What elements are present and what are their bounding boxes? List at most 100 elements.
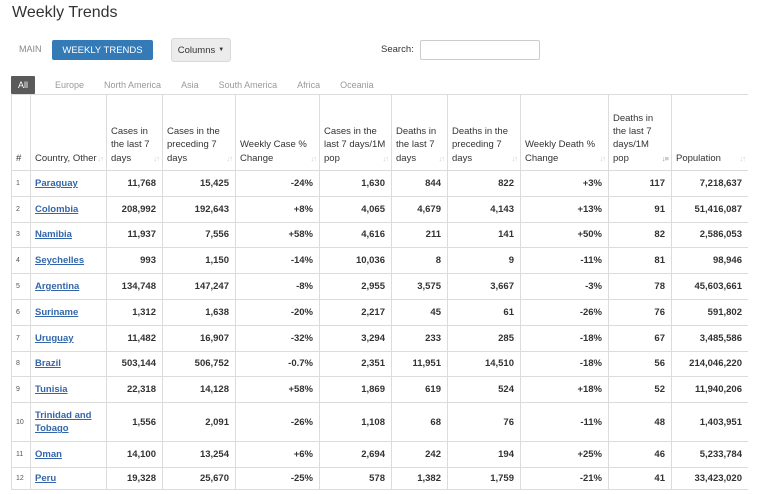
cell-cases-prev-7d: 25,670 (162, 466, 236, 490)
cell-deaths-prev-7d: 3,667 (447, 273, 521, 300)
cell-deaths-7d-per-1m: 46 (608, 441, 672, 468)
cell-country: Paraguay (30, 170, 107, 197)
cell-cases-7d: 993 (106, 247, 163, 275)
country-link[interactable]: Paraguay (35, 177, 78, 189)
cell-deaths-7d: 844 (391, 170, 448, 197)
cell-population: 11,940,206 (671, 376, 748, 404)
cell-weekly-case-change: -20% (235, 298, 320, 326)
cell-rank: 10 (11, 402, 31, 443)
cell-weekly-case-change: -32% (235, 324, 320, 352)
columns-label: Columns (177, 44, 216, 56)
country-link[interactable]: Tunisia (35, 384, 68, 396)
cell-weekly-case-change: -24% (235, 170, 320, 197)
cell-weekly-case-change: -0.7% (235, 350, 320, 378)
search-input[interactable] (420, 40, 540, 60)
cell-cases-7d-per-1m: 1,630 (319, 170, 392, 197)
cell-weekly-case-change: +58% (235, 221, 320, 249)
cell-cases-prev-7d: 14,128 (162, 376, 236, 404)
cell-cases-7d-per-1m: 1,869 (319, 376, 392, 404)
cell-deaths-7d-per-1m: 41 (608, 466, 672, 490)
cell-deaths-7d: 233 (391, 324, 448, 352)
country-link[interactable]: Seychelles (35, 255, 85, 267)
country-link[interactable]: Colombia (35, 203, 79, 215)
search-label: Search: (381, 44, 414, 55)
table-row: 4 Seychelles 993 1,150 -14% 10,036 8 9 -11% 81 98,… (11, 247, 748, 275)
region-tab-south-america[interactable]: South America (218, 80, 278, 90)
header-weekly-case-change[interactable]: Weekly Case % Change ↓↑ (235, 94, 320, 171)
header-deaths-7d-per-1m[interactable]: Deaths in the last 7 days/1M pop ↓≡ (608, 94, 672, 171)
cell-cases-7d: 14,100 (106, 441, 163, 468)
columns-dropdown-button[interactable]: Columns ▼ (171, 38, 231, 62)
header-deaths-7d[interactable]: Deaths in the last 7 days ↓↑ (391, 94, 448, 171)
region-tab-europe[interactable]: Europe (55, 80, 85, 90)
region-tab-africa[interactable]: Africa (297, 80, 321, 90)
cell-deaths-7d: 45 (391, 298, 448, 326)
cell-population: 5,233,784 (671, 441, 748, 468)
cell-cases-7d-per-1m: 4,616 (319, 221, 392, 249)
country-link[interactable]: Suriname (35, 306, 79, 318)
cell-deaths-prev-7d: 9 (447, 247, 521, 275)
cell-weekly-death-change: +18% (520, 376, 609, 404)
country-link[interactable]: Uruguay (35, 332, 74, 344)
header-cases-7d-per-1m[interactable]: Cases in the last 7 days/1M pop ↓↑ (319, 94, 392, 171)
country-link[interactable]: Brazil (35, 358, 61, 370)
header-deaths-prev-7d[interactable]: Deaths in the preceding 7 days ↓↑ (447, 94, 521, 171)
header-label: Cases in the last 7 days/1M pop (324, 126, 386, 164)
country-link[interactable]: Oman (35, 449, 62, 461)
sort-icon: ↓↑ (438, 153, 445, 163)
header-label: # (16, 152, 22, 164)
cell-country: Colombia (30, 195, 107, 223)
region-tab-all[interactable]: All (11, 76, 36, 94)
region-tab-oceania[interactable]: Oceania (340, 80, 374, 90)
header-label: Population (676, 152, 721, 164)
cell-cases-7d: 11,768 (106, 170, 163, 197)
country-link[interactable]: Argentina (35, 281, 80, 293)
country-link[interactable]: Peru (35, 472, 57, 484)
country-link[interactable]: Namibia (35, 229, 72, 241)
header-label: Country, Other (35, 152, 97, 164)
cell-cases-prev-7d: 1,150 (162, 247, 236, 275)
cell-cases-7d: 1,312 (106, 298, 163, 326)
cell-cases-7d: 11,937 (106, 221, 163, 249)
cell-deaths-7d: 211 (391, 221, 448, 249)
cell-country: Oman (30, 441, 107, 468)
cell-cases-7d-per-1m: 10,036 (319, 247, 392, 275)
weekly-trends-table-wrapper: # Country, Other ↓↑ Cases in the last 7 day… (11, 94, 748, 494)
sort-icon: ↓↑ (739, 153, 746, 163)
header-cases-prev-7d[interactable]: Cases in the preceding 7 days ↓↑ (162, 94, 236, 171)
header-label: Deaths in the preceding 7 days (452, 126, 508, 164)
header-label: Weekly Death % Change (525, 139, 596, 164)
cell-cases-prev-7d: 192,643 (162, 195, 236, 223)
header-cases-7d[interactable]: Cases in the last 7 days ↓↑ (106, 94, 163, 171)
cell-weekly-death-change: -11% (520, 247, 609, 275)
tab-weekly-trends[interactable]: WEEKLY TRENDS (52, 40, 153, 60)
cell-rank: 3 (11, 221, 31, 249)
cell-rank: 9 (11, 376, 31, 404)
tab-main[interactable]: MAIN (19, 44, 42, 54)
caret-down-icon: ▼ (218, 47, 225, 53)
header-population[interactable]: Population ↓↑ (671, 94, 748, 171)
cell-weekly-case-change: +6% (235, 441, 320, 468)
cell-deaths-7d-per-1m: 67 (608, 324, 672, 352)
header-weekly-death-change[interactable]: Weekly Death % Change ↓↑ (520, 94, 609, 171)
header-country[interactable]: Country, Other ↓↑ (30, 94, 107, 171)
region-tab-asia[interactable]: Asia (181, 80, 199, 90)
region-tabs: All Europe North America Asia South America A… (11, 76, 384, 94)
cell-rank: 1 (11, 170, 31, 197)
cell-weekly-death-change: -26% (520, 298, 609, 326)
sort-icon: ↓↑ (310, 153, 317, 163)
cell-deaths-7d-per-1m: 52 (608, 376, 672, 404)
table-row: 9 Tunisia 22,318 14,128 +58% 1,869 619 524 +18% 5… (11, 376, 748, 404)
cell-country: Trinidad and Tobago (30, 402, 107, 443)
country-link[interactable]: Trinidad and Tobago (35, 410, 92, 435)
cell-population: 51,416,087 (671, 195, 748, 223)
region-tab-north-america[interactable]: North America (104, 80, 162, 90)
cell-deaths-7d-per-1m: 81 (608, 247, 672, 275)
cell-population: 3,485,586 (671, 324, 748, 352)
cell-deaths-7d-per-1m: 91 (608, 195, 672, 223)
page-title: Weekly Trends (12, 4, 118, 21)
header-rank[interactable]: # (11, 94, 31, 171)
cell-weekly-case-change: -14% (235, 247, 320, 275)
cell-population: 214,046,220 (671, 350, 748, 378)
sort-icon: ↓↑ (382, 153, 389, 163)
